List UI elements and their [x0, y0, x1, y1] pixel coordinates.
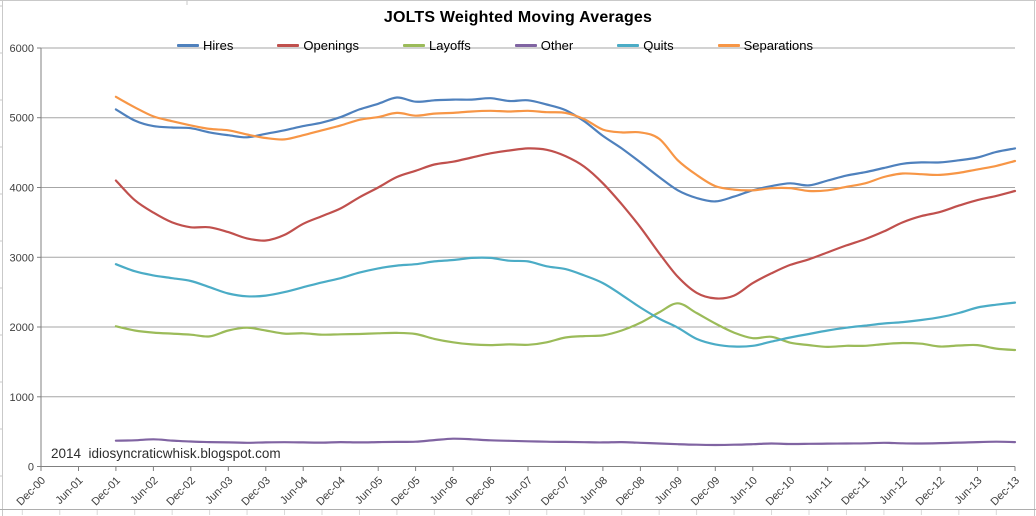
x-tick-label: Dec-02: [164, 475, 198, 509]
x-tick-label: Jun-02: [128, 475, 160, 507]
legend-swatch-openings: [277, 43, 300, 47]
y-tick-label: 0: [28, 462, 34, 474]
legend-swatch-layoffs: [403, 43, 426, 47]
x-tick-label: Dec-10: [764, 475, 798, 509]
x-tick-label: Dec-11: [839, 475, 872, 508]
x-tick-label: Dec-01: [89, 475, 123, 509]
legend-label-quits: Quits: [643, 37, 674, 53]
legend-label-hires: Hires: [203, 37, 234, 53]
y-tick-label: 1000: [10, 392, 34, 404]
series-line-other: [114, 437, 1017, 447]
legend-swatch-hires: [177, 43, 200, 47]
legend-label-other: Other: [540, 37, 574, 53]
x-tick-label: Jun-01: [53, 475, 85, 507]
x-tick-label: Jun-09: [653, 475, 685, 507]
series-line-openings: [114, 147, 1017, 300]
legend-item-openings: Openings: [277, 38, 359, 53]
x-tick-label: Dec-08: [614, 475, 648, 509]
x-tick-label: Jun-12: [877, 475, 909, 507]
y-tick-label: 5000: [10, 113, 34, 125]
x-tick-label: Dec-00: [15, 475, 49, 509]
legend-swatch-other: [514, 43, 537, 47]
chart-right-border: [1034, 0, 1035, 516]
x-tick-label: Dec-03: [239, 475, 273, 509]
legend-swatch-quits: [617, 43, 640, 47]
legend-label-layoffs: Layoffs: [429, 37, 471, 53]
legend-label-openings: Openings: [303, 37, 360, 53]
x-tick-label: Dec-09: [689, 475, 723, 509]
legend-item-other: Other: [514, 37, 574, 53]
chart-title: JOLTS Weighted Moving Averages: [383, 9, 653, 26]
chart-bottom-border: [0, 509, 1036, 510]
legend-label-separations: Separations: [743, 37, 813, 53]
x-tick-label: Dec-04: [314, 475, 348, 509]
series-line-separations: [114, 95, 1017, 193]
legend-item-separations: Separations: [717, 37, 813, 53]
x-tick-label: Jun-13: [952, 475, 984, 507]
y-tick-label: 3000: [10, 252, 34, 264]
x-tick-label: Dec-12: [914, 475, 948, 509]
x-tick-label: Jun-11: [803, 475, 835, 507]
legend: Hires Openings Layoffs Other Quits Separation…: [130, 36, 860, 54]
x-tick-label: Jun-03: [203, 475, 235, 507]
series-line-layoffs: [114, 302, 1017, 352]
legend-swatch-separations: [717, 43, 740, 47]
worksheet-top-gridline: [0, 0, 1036, 1]
x-tick-label: Dec-07: [539, 475, 573, 509]
x-tick-label: Jun-10: [728, 475, 760, 507]
x-tick-label: Jun-07: [503, 475, 535, 507]
legend-item-quits: Quits: [617, 37, 674, 53]
x-tick-label: Dec-13: [989, 475, 1023, 509]
x-tick-label: Dec-06: [464, 475, 498, 509]
legend-item-layoffs: Layoffs: [403, 38, 471, 53]
y-tick-label: 6000: [10, 43, 34, 55]
y-tick-label: 4000: [10, 183, 34, 195]
y-tick-label: 2000: [10, 322, 34, 334]
x-tick-label: Jun-04: [278, 475, 310, 507]
watermark: 2014 idiosyncraticwhisk.blogspot.com: [51, 446, 281, 461]
x-tick-label: Jun-05: [353, 475, 385, 507]
series-line-quits: [114, 256, 1017, 348]
legend-item-hires: Hires: [177, 38, 233, 53]
worksheet-left-gridline: [2, 0, 3, 516]
x-tick-label: Dec-05: [389, 475, 423, 509]
x-tick-label: Jun-08: [578, 475, 610, 507]
series-line-hires: [114, 96, 1017, 203]
x-tick-label: Jun-06: [428, 475, 460, 507]
